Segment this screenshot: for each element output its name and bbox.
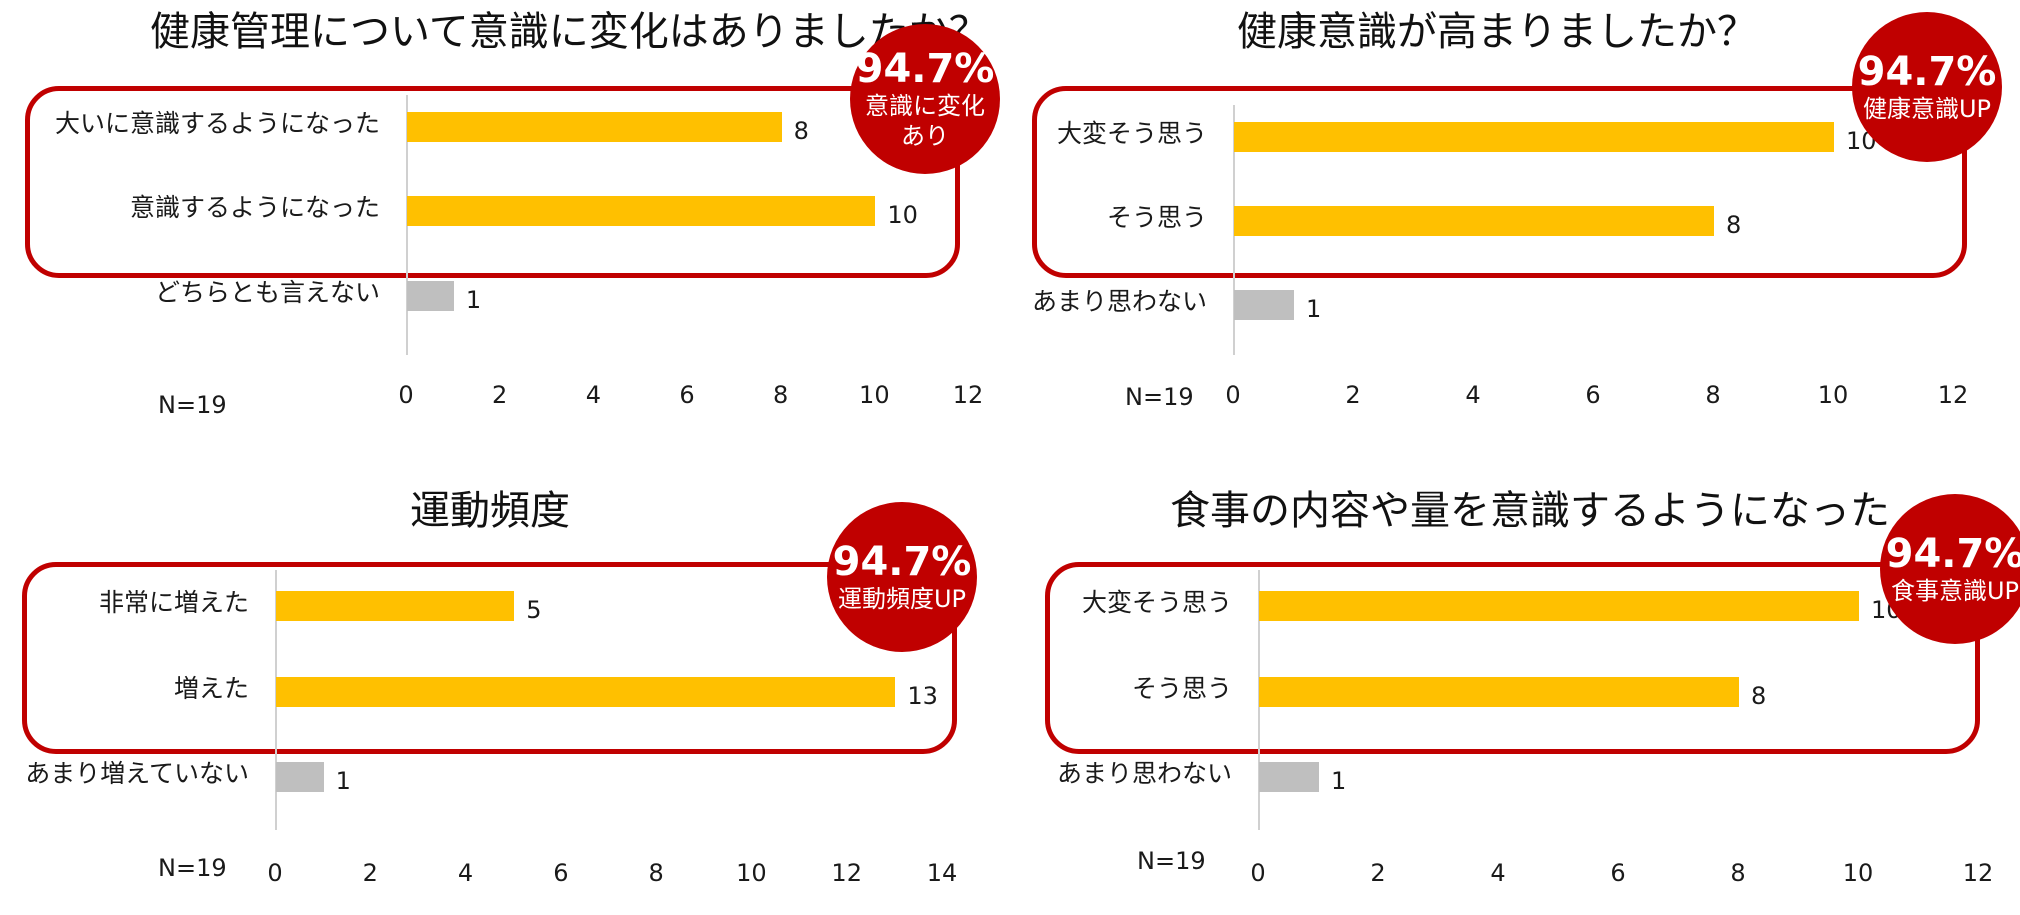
- bar: [276, 591, 515, 621]
- tick-label: 6: [1585, 381, 1601, 409]
- category-label: そう思う: [1106, 203, 1207, 232]
- chart-title: 健康意識が高まりましたか？: [1237, 9, 1757, 55]
- bar: [276, 762, 324, 792]
- tick-label: 4: [585, 381, 601, 409]
- badge-caption: 意識に変化 あり: [865, 92, 985, 150]
- tick-label: 0: [267, 859, 283, 887]
- data-label: 5: [526, 596, 542, 624]
- tick-label: 10: [736, 859, 767, 887]
- tick-label: 6: [679, 381, 695, 409]
- tick-label: 4: [1465, 381, 1481, 409]
- tick-label: 2: [1370, 859, 1386, 887]
- sample-size-label: N=19: [1125, 383, 1194, 411]
- category-label: 大変そう思う: [1081, 588, 1232, 617]
- data-label: 8: [1726, 211, 1742, 239]
- tick-label: 0: [398, 381, 414, 409]
- sample-size-label: N=19: [158, 854, 227, 882]
- percentage-badge: 94.7% 意識に変化 あり: [850, 24, 1000, 174]
- bar: [1234, 122, 1834, 152]
- tick-label: 14: [926, 859, 958, 887]
- tick-label: 6: [553, 859, 569, 887]
- tick-label: 2: [362, 859, 378, 887]
- sample-size-label: N=19: [158, 391, 227, 419]
- category-label: あまり思わない: [1031, 287, 1207, 316]
- tick-label: 12: [831, 859, 862, 887]
- data-label: 10: [887, 201, 918, 229]
- tick-label: 8: [648, 859, 664, 887]
- tick-label: 4: [1490, 859, 1506, 887]
- tick-label: 10: [1817, 381, 1849, 409]
- data-label: 1: [1306, 295, 1322, 323]
- bar: [1259, 591, 1859, 621]
- chart-title: 運動頻度: [410, 488, 570, 534]
- category-label: 非常に増えた: [98, 588, 249, 617]
- tick-label: 12: [1962, 859, 1994, 887]
- badge-percent: 94.7%: [855, 46, 995, 92]
- badge-caption: 健康意識UP: [1862, 95, 1992, 123]
- data-label: 8: [793, 117, 809, 145]
- bar: [1259, 677, 1739, 707]
- tick-label: 0: [1225, 381, 1241, 409]
- sample-size-label: N=19: [1137, 847, 1206, 875]
- category-label: どちらとも言えない: [154, 278, 380, 307]
- bar: [407, 112, 782, 142]
- chart-title: 食事の内容や量を意識するようになった: [1170, 488, 1890, 534]
- tick-label: 8: [773, 381, 789, 409]
- highlight-frame: [1045, 562, 1980, 754]
- percentage-badge: 94.7% 食事意識UP: [1880, 494, 2020, 644]
- bar: [1259, 762, 1319, 792]
- category-label: 大いに意識するようになった: [54, 109, 380, 138]
- bar: [1234, 206, 1714, 236]
- tick-label: 12: [952, 381, 984, 409]
- badge-percent: 94.7%: [1857, 49, 1997, 95]
- percentage-badge: 94.7% 健康意識UP: [1852, 12, 2002, 162]
- category-label: 意識するようになった: [129, 193, 380, 222]
- data-label: 8: [1751, 682, 1767, 710]
- bar: [407, 281, 454, 311]
- highlight-frame: [25, 86, 960, 278]
- data-label: 1: [335, 767, 351, 795]
- data-label: 1: [1331, 767, 1347, 795]
- tick-label: 2: [492, 381, 508, 409]
- tick-label: 4: [457, 859, 474, 887]
- tick-label: 2: [1345, 381, 1361, 409]
- tick-label: 8: [1705, 381, 1721, 409]
- data-label: 13: [907, 682, 938, 710]
- tick-label: 10: [859, 381, 890, 409]
- bar: [407, 196, 876, 226]
- category-label: あまり思わない: [1056, 759, 1232, 788]
- badge-caption: 運動頻度UP: [837, 585, 967, 613]
- tick-label: 12: [1937, 381, 1969, 409]
- bar: [1234, 290, 1294, 320]
- highlight-frame: [22, 562, 957, 754]
- tick-label: 6: [1610, 859, 1626, 887]
- badge-percent: 94.7%: [1885, 531, 2020, 577]
- bar: [276, 677, 896, 707]
- badge-percent: 94.7%: [832, 539, 972, 585]
- tick-label: 0: [1250, 859, 1266, 887]
- badge-caption: 食事意識UP: [1890, 577, 2020, 605]
- category-label: あまり増えていない: [25, 759, 249, 788]
- category-label: 大変そう思う: [1056, 119, 1207, 148]
- highlight-frame: [1032, 86, 1967, 278]
- data-label: 1: [465, 286, 482, 314]
- tick-label: 8: [1730, 859, 1746, 887]
- category-label: そう思う: [1131, 674, 1232, 703]
- chart-title: 健康管理について意識に変化はありましたか？: [150, 9, 989, 55]
- percentage-badge: 94.7% 運動頻度UP: [827, 502, 977, 652]
- category-label: 増えた: [173, 674, 249, 703]
- tick-label: 10: [1842, 859, 1874, 887]
